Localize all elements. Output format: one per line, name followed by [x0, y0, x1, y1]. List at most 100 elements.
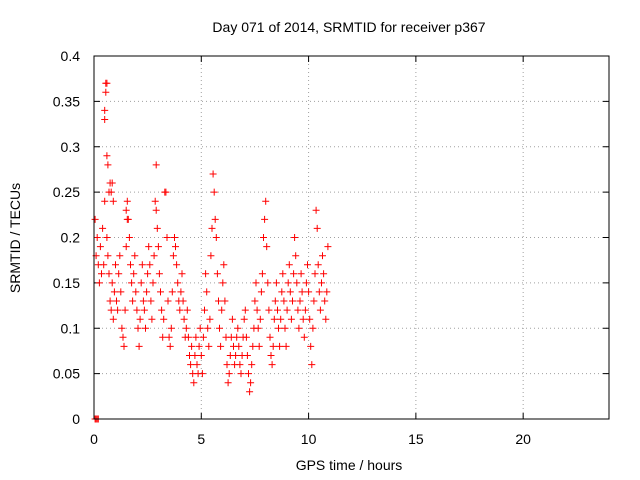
data-point — [168, 288, 176, 296]
data-point — [221, 297, 229, 305]
data-point — [242, 333, 250, 341]
data-point — [176, 306, 184, 314]
data-point — [297, 270, 305, 278]
data-point — [104, 252, 112, 260]
data-point — [160, 315, 168, 323]
data-point — [199, 333, 207, 341]
data-point — [301, 306, 309, 314]
y-tick-label: 0.2 — [61, 230, 81, 246]
data-point — [300, 333, 308, 341]
data-point — [292, 252, 300, 260]
data-point — [120, 342, 128, 350]
data-point — [296, 297, 304, 305]
data-point — [307, 342, 315, 350]
data-point — [285, 261, 293, 269]
data-point — [146, 261, 154, 269]
y-tick-label: 0 — [72, 411, 80, 427]
data-point — [104, 161, 112, 169]
data-point — [153, 224, 161, 232]
data-point — [310, 297, 318, 305]
data-point — [184, 333, 192, 341]
data-point — [108, 179, 116, 187]
data-point — [167, 324, 175, 332]
data-point — [193, 361, 201, 369]
data-point — [180, 315, 188, 323]
data-point — [280, 297, 288, 305]
data-point — [178, 270, 186, 278]
data-point — [258, 270, 266, 278]
data-point — [182, 324, 190, 332]
data-point — [216, 324, 223, 332]
data-point — [294, 306, 302, 314]
data-point — [289, 297, 296, 305]
data-point — [145, 243, 153, 251]
data-point — [293, 279, 301, 287]
data-point — [308, 361, 316, 369]
data-point — [172, 243, 179, 251]
data-point — [316, 306, 324, 314]
data-point — [103, 79, 111, 87]
data-point — [123, 197, 131, 205]
data-point — [134, 324, 142, 332]
y-tick-label: 0.15 — [53, 275, 80, 291]
x-tick-label: 10 — [301, 431, 317, 447]
data-point — [117, 288, 125, 296]
data-point — [253, 306, 261, 314]
data-point — [174, 279, 182, 287]
data-point — [163, 234, 171, 241]
data-point — [287, 315, 295, 323]
data-point — [260, 234, 267, 241]
data-point — [281, 324, 289, 332]
data-point — [155, 270, 163, 278]
data-point — [272, 279, 280, 287]
data-point — [320, 270, 328, 278]
data-point — [268, 361, 276, 369]
data-point — [265, 306, 273, 314]
data-point — [245, 370, 252, 378]
data-point — [101, 116, 109, 123]
chart-title: Day 071 of 2014, SRMTID for receiver p36… — [212, 19, 485, 35]
y-tick-label: 0.4 — [61, 48, 81, 64]
data-point — [255, 342, 263, 350]
data-point — [116, 252, 124, 260]
data-point — [305, 288, 313, 296]
data-point — [228, 315, 236, 323]
data-point — [324, 243, 332, 251]
data-point — [274, 306, 281, 314]
data-point — [233, 333, 241, 341]
data-point — [130, 270, 138, 278]
data-point — [122, 206, 130, 214]
data-point — [236, 361, 244, 369]
data-point — [148, 315, 156, 323]
data-point — [246, 388, 254, 396]
data-point — [96, 243, 104, 251]
data-point — [207, 252, 215, 260]
data-point — [304, 261, 311, 269]
data-point — [319, 252, 326, 260]
data-point — [106, 297, 114, 305]
data-point — [164, 297, 172, 305]
data-point — [232, 352, 240, 359]
data-point — [311, 270, 319, 278]
data-point — [264, 279, 272, 287]
data-point — [277, 315, 285, 323]
data-point — [206, 315, 214, 323]
data-point — [234, 324, 242, 332]
data-point — [202, 270, 210, 278]
data-point — [177, 288, 185, 296]
data-point — [198, 370, 206, 378]
data-point — [91, 215, 99, 223]
data-point — [162, 188, 170, 196]
data-point — [195, 342, 203, 350]
data-point — [157, 288, 164, 296]
data-point — [201, 306, 208, 314]
data-point — [243, 352, 251, 359]
data-point — [112, 261, 119, 269]
data-point — [118, 324, 126, 332]
data-point — [279, 270, 287, 278]
data-point — [144, 270, 152, 278]
data-point — [241, 306, 249, 314]
data-point — [101, 106, 109, 114]
data-point — [322, 315, 330, 323]
